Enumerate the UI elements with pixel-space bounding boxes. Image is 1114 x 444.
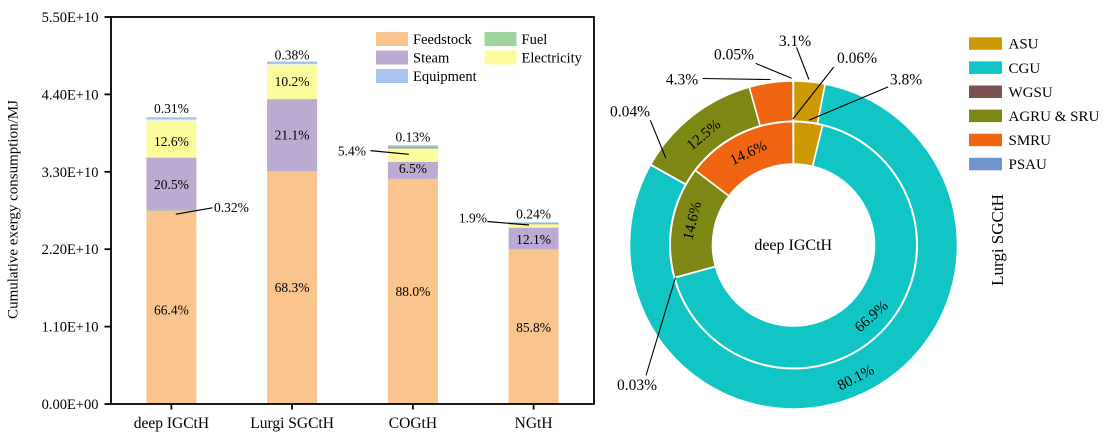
svg-text:3.1%: 3.1% (779, 33, 811, 50)
svg-text:Cumulative exergy consumption/: Cumulative exergy consumption/MJ (6, 100, 22, 319)
svg-text:0.00E+00: 0.00E+00 (42, 397, 99, 413)
svg-text:Fuel: Fuel (522, 32, 548, 48)
svg-text:WGSU: WGSU (1009, 85, 1053, 101)
svg-text:66.4%: 66.4% (154, 303, 189, 318)
svg-text:0.04%: 0.04% (610, 103, 650, 120)
svg-text:deep IGCtH: deep IGCtH (134, 415, 209, 432)
svg-text:0.31%: 0.31% (154, 101, 189, 116)
svg-text:5.50E+10: 5.50E+10 (42, 10, 99, 26)
svg-text:AGRU & SRU: AGRU & SRU (1009, 109, 1100, 125)
svg-text:NGtH: NGtH (515, 415, 553, 432)
svg-text:3.8%: 3.8% (890, 71, 922, 88)
svg-text:SMRU: SMRU (1009, 133, 1052, 149)
svg-text:Steam: Steam (413, 51, 450, 67)
svg-text:68.3%: 68.3% (275, 280, 310, 295)
svg-text:0.05%: 0.05% (714, 46, 754, 63)
svg-text:PSAU: PSAU (1009, 157, 1048, 173)
svg-text:0.32%: 0.32% (214, 200, 249, 215)
svg-text:12.6%: 12.6% (154, 134, 189, 149)
svg-text:3.30E+10: 3.30E+10 (42, 165, 99, 181)
svg-text:ASU: ASU (1009, 37, 1039, 53)
svg-text:Feedstock: Feedstock (413, 32, 473, 48)
svg-text:4.40E+10: 4.40E+10 (42, 87, 99, 103)
svg-text:deep IGCtH: deep IGCtH (754, 237, 832, 254)
svg-text:85.8%: 85.8% (516, 320, 551, 335)
svg-text:21.1%: 21.1% (275, 128, 310, 143)
svg-text:COGtH: COGtH (389, 415, 437, 432)
svg-text:Lurgi SGCtH: Lurgi SGCtH (988, 194, 1007, 286)
svg-text:0.13%: 0.13% (395, 130, 430, 145)
svg-text:2.20E+10: 2.20E+10 (42, 242, 99, 258)
svg-text:Electricity: Electricity (522, 51, 583, 67)
svg-text:4.3%: 4.3% (666, 71, 698, 88)
svg-text:5.4%: 5.4% (338, 144, 366, 159)
svg-text:1.10E+10: 1.10E+10 (42, 320, 99, 336)
svg-text:1.9%: 1.9% (459, 210, 487, 225)
svg-text:10.2%: 10.2% (275, 74, 310, 89)
svg-text:CGU: CGU (1009, 61, 1041, 77)
svg-text:12.1%: 12.1% (516, 232, 551, 247)
svg-text:88.0%: 88.0% (395, 284, 430, 299)
svg-text:0.03%: 0.03% (617, 377, 657, 394)
svg-text:0.24%: 0.24% (516, 207, 551, 222)
svg-text:0.06%: 0.06% (837, 50, 877, 67)
svg-text:6.5%: 6.5% (399, 161, 427, 176)
svg-text:Lurgi SGCtH: Lurgi SGCtH (250, 415, 334, 432)
svg-text:20.5%: 20.5% (154, 177, 189, 192)
svg-text:Equipment: Equipment (413, 69, 477, 85)
svg-text:0.38%: 0.38% (275, 48, 310, 63)
